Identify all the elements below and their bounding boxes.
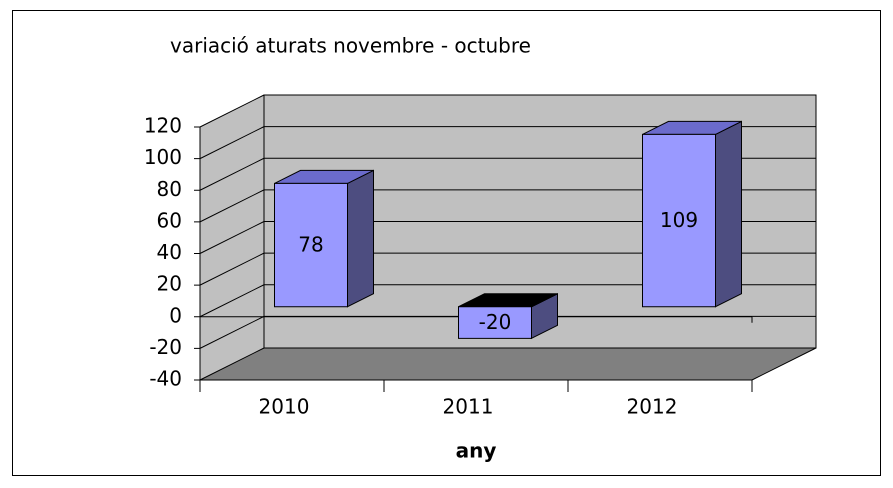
grid-line-side [199, 347, 265, 381]
grid-line-side [199, 94, 265, 128]
y-tick-label: 80 [157, 177, 182, 201]
grid-line-side [199, 284, 265, 318]
bar [458, 306, 532, 339]
y-tick-label: -40 [149, 367, 182, 391]
grid-line-side [199, 126, 265, 160]
y-tick-label: 60 [157, 208, 182, 232]
value-label: -20 [479, 310, 512, 334]
y-tick-label: 20 [157, 272, 182, 296]
y-tick-label: 120 [144, 114, 182, 138]
grid-line-side [199, 221, 265, 254]
x-axis-label: any [456, 439, 497, 463]
chart-title: variació aturats novembre - octubre [170, 34, 531, 58]
grid-line-side [199, 315, 265, 349]
value-label: 109 [660, 208, 698, 232]
x-tick-label: 2012 [627, 395, 678, 419]
x-tick-label: 2011 [443, 395, 494, 419]
bar-side [715, 120, 742, 308]
floor-edge [751, 347, 817, 381]
y-tick-label: 0 [169, 303, 182, 327]
y-tick-label: 40 [157, 240, 182, 264]
y-tick-label: -20 [149, 335, 182, 359]
bar-side [347, 169, 374, 308]
bar [274, 182, 348, 308]
y-tick-label: 100 [144, 145, 182, 169]
grid-line-side [199, 252, 265, 286]
x-tick-label: 2010 [259, 395, 310, 419]
grid-line-side [199, 189, 265, 223]
floor [200, 348, 816, 380]
grid-line-side [199, 157, 265, 191]
bar [642, 133, 716, 308]
value-label: 78 [298, 233, 323, 257]
